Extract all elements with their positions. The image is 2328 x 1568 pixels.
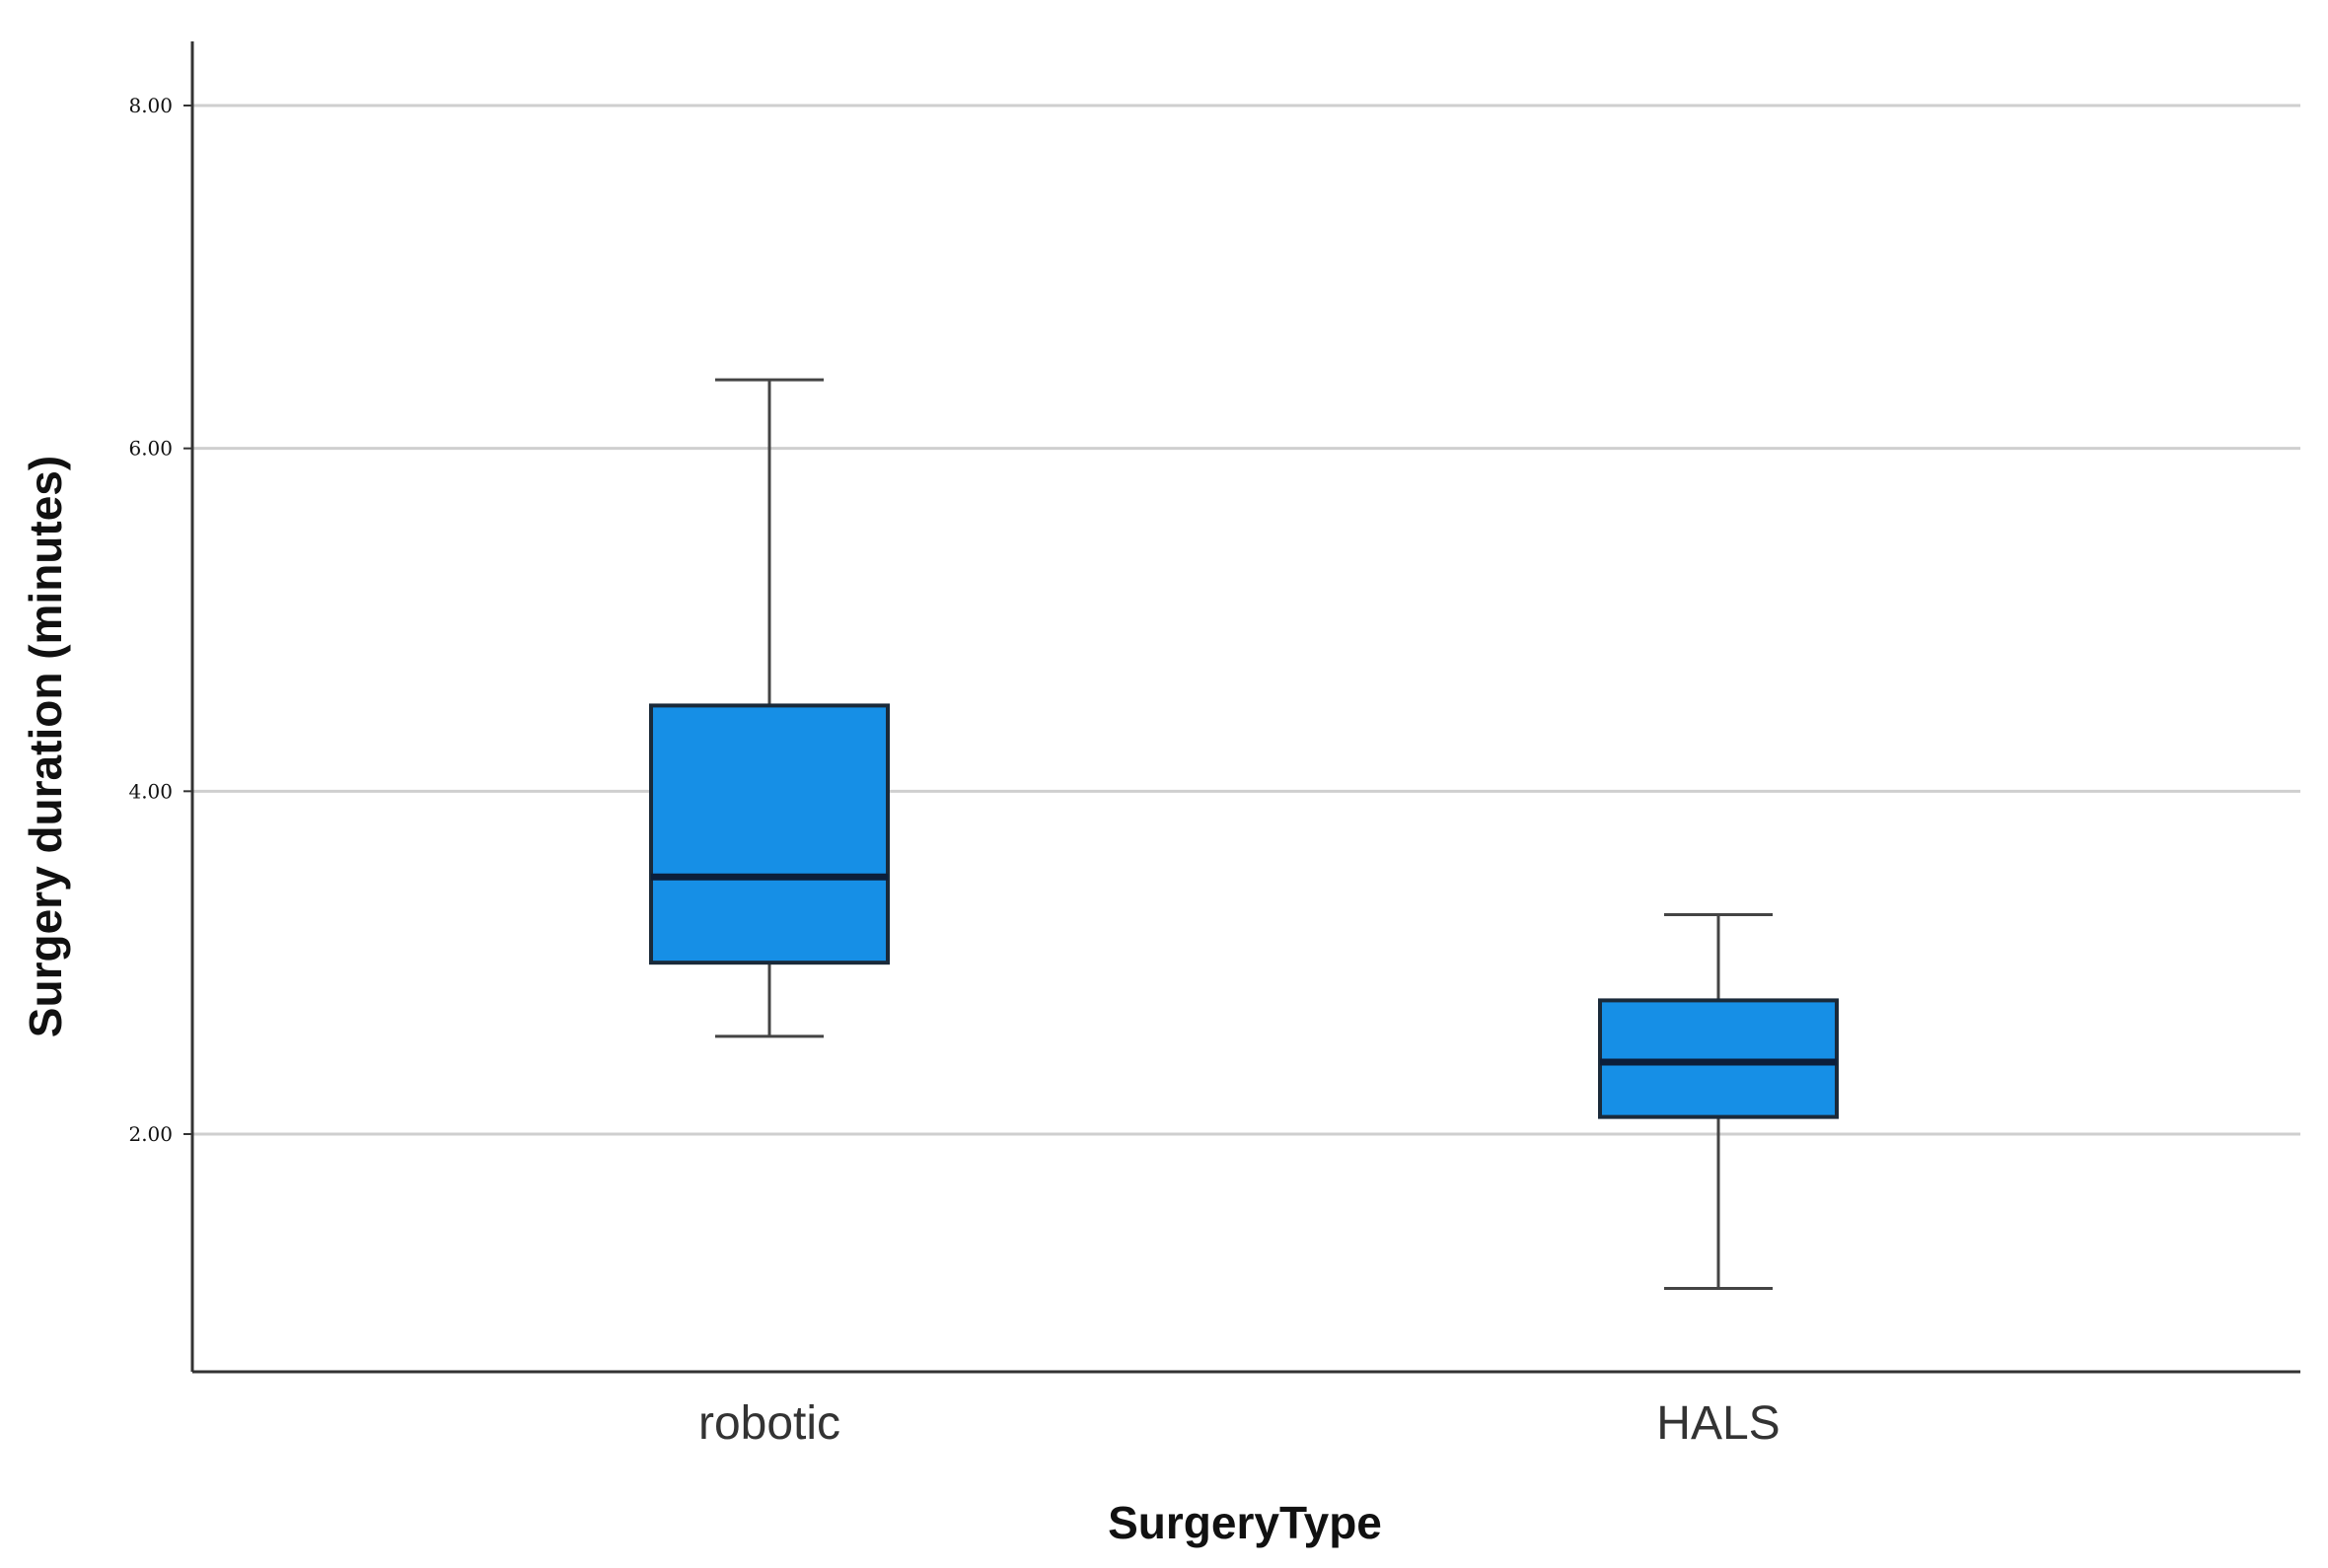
y-tick-label: 2.00 (128, 1122, 173, 1146)
y-tick-labels: 2.00 4.00 6.00 8.00 (128, 94, 173, 1146)
iqr-box (649, 703, 890, 965)
y-tick-label: 4.00 (128, 779, 173, 803)
boxes (649, 378, 1839, 1290)
gridlines (183, 104, 2300, 1136)
category-label-robotic: robotic (698, 1397, 840, 1450)
y-tick-label: 6.00 (128, 437, 173, 461)
box-HALS (1598, 912, 1839, 1290)
axes (190, 41, 2300, 1374)
box-robotic (649, 378, 890, 1038)
y-tick-label: 8.00 (128, 94, 173, 117)
x-axis-title: SurgeryType (1108, 1497, 1382, 1548)
category-labels: robotic HALS (698, 1397, 1781, 1450)
category-label-HALS: HALS (1656, 1397, 1780, 1450)
y-axis-title: Surgery duration (minutes) (20, 456, 71, 1037)
